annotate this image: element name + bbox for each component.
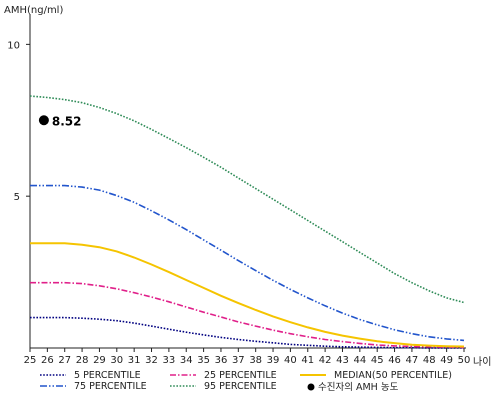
legend-entry: 25 PERCENTILE (204, 370, 277, 381)
x-tick-label: 43 (336, 355, 349, 366)
x-tick-label: 30 (110, 355, 123, 366)
legend-swatch-patient-dot (307, 383, 315, 391)
x-tick-label: 46 (388, 355, 401, 366)
x-tick-label: 45 (371, 355, 384, 366)
axes: AMH(ng/ml) 나이 (4, 5, 491, 368)
x-tick-label: 34 (180, 355, 193, 366)
series-line (30, 316, 464, 349)
y-ticks: 5 10 (7, 40, 30, 203)
y-axis-title: AMH(ng/ml) (4, 5, 63, 16)
series-line (29, 95, 465, 304)
series-line (30, 242, 465, 348)
x-tick-label: 47 (406, 355, 419, 366)
x-tick-label: 38 (249, 355, 262, 366)
legend-entry: 75 PERCENTILE (74, 381, 147, 392)
x-tick-label: 41 (301, 355, 314, 366)
x-tick-label: 36 (215, 355, 228, 366)
x-axis-title: 나이 (473, 356, 491, 368)
series-line (30, 281, 465, 349)
x-tick-label: 33 (163, 355, 176, 366)
x-tick-label: 39 (267, 355, 280, 366)
x-tick-label: 27 (58, 355, 71, 366)
legend-entry: MEDIAN(50 PERCENTILE) (334, 370, 452, 381)
series-line (30, 184, 465, 342)
legend-entry: 5 PERCENTILE (74, 370, 141, 381)
x-tick-label: 26 (41, 355, 54, 366)
legend-entry-patient: 수진자의 AMH 농도 (318, 382, 399, 393)
patient-value-marker: 8.52 (38, 114, 82, 128)
x-ticks: 25 26 27 28 29 30 31 32 33 34 35 36 37 38 39 40 41 42 43 44… (24, 348, 471, 366)
x-tick-label: 28 (76, 355, 89, 366)
x-tick-label: 44 (353, 355, 366, 366)
legend: 5 PERCENTILE 25 PERCENTILE MEDIAN(50 PERCE… (40, 370, 452, 393)
x-tick-label: 50 (458, 355, 471, 366)
legend-entry: 95 PERCENTILE (204, 381, 277, 392)
patient-value-dot (38, 115, 49, 126)
x-tick-label: 31 (128, 355, 141, 366)
x-tick-label: 32 (145, 355, 158, 366)
x-tick-label: 48 (423, 355, 436, 366)
x-tick-label: 29 (93, 355, 106, 366)
x-tick-label: 35 (197, 355, 210, 366)
x-tick-label: 37 (232, 355, 245, 366)
x-tick-label: 49 (440, 355, 453, 366)
patient-value-label: 8.52 (52, 114, 82, 128)
x-tick-label: 40 (284, 355, 297, 366)
x-tick-label: 25 (24, 355, 37, 366)
series-lines (29, 95, 465, 349)
y-tick-label: 5 (14, 192, 20, 203)
x-tick-label: 42 (319, 355, 332, 366)
y-tick-label: 10 (7, 40, 20, 51)
